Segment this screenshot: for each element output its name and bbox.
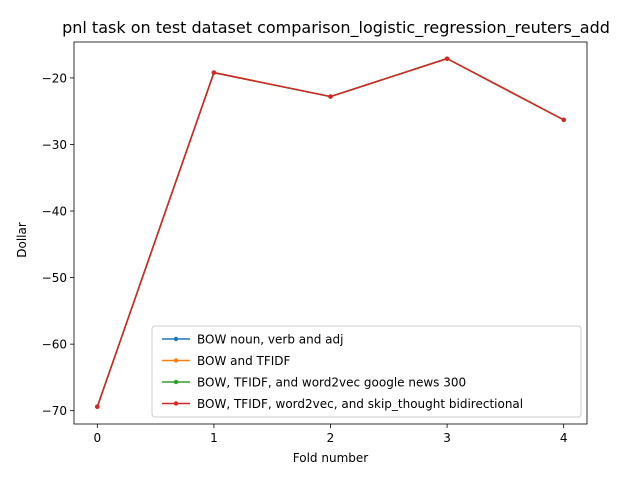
x-tick-label: 2 (327, 431, 335, 445)
x-tick-label: 1 (210, 431, 218, 445)
x-axis: 0 1 2 3 4 (93, 424, 568, 445)
x-axis-label: Fold number (293, 451, 368, 465)
y-tick-label: −70 (42, 404, 67, 418)
legend-label: BOW, TFIDF, word2vec, and skip_thought b… (197, 397, 523, 411)
legend-item: BOW noun, verb and adj (162, 333, 343, 347)
x-tick-label: 0 (93, 431, 101, 445)
chart-title: pnl task on test dataset comparison_logi… (62, 18, 610, 38)
series-4 (95, 56, 566, 409)
legend: BOW noun, verb and adj BOW and TFIDF BOW, … (151, 325, 582, 418)
data-point (328, 94, 333, 99)
data-point (561, 117, 566, 123)
y-axis: −70 −60 −50 −40 −30 −20 (42, 71, 74, 418)
legend-item: BOW, TFIDF, and word2vec google news 300 (162, 376, 466, 390)
legend-label: BOW, TFIDF, and word2vec google news 300 (197, 376, 466, 390)
legend-item: BOW and TFIDF (162, 354, 291, 368)
y-tick-label: −40 (42, 205, 67, 219)
series-layer (95, 56, 566, 409)
legend-marker (173, 336, 179, 342)
legend-marker (173, 358, 179, 363)
legend-marker (173, 401, 179, 406)
x-tick-label: 3 (443, 431, 451, 445)
data-point (95, 404, 100, 409)
y-tick-label: −30 (42, 138, 67, 152)
legend-item: BOW, TFIDF, word2vec, and skip_thought b… (162, 397, 523, 411)
legend-label: BOW and TFIDF (197, 354, 291, 368)
data-point (444, 56, 450, 61)
y-axis-label: Dollar (15, 222, 29, 258)
legend-marker (173, 379, 179, 385)
legend-box (151, 325, 582, 418)
x-tick-label: 4 (560, 431, 568, 445)
legend-label: BOW noun, verb and adj (197, 333, 343, 347)
y-tick-label: −50 (42, 271, 67, 285)
y-tick-label: −60 (42, 338, 67, 352)
data-point (211, 70, 217, 75)
y-tick-label: −20 (42, 71, 67, 85)
